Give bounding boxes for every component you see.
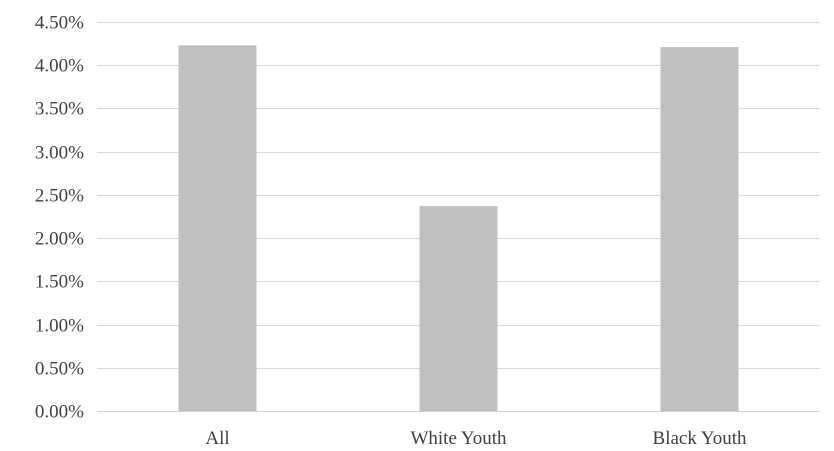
- y-tick-label: 0.50%: [35, 359, 84, 380]
- x-category-label: White Youth: [410, 428, 507, 449]
- y-tick-label: 0.00%: [35, 402, 84, 423]
- y-tick-label: 4.00%: [35, 56, 84, 77]
- x-category-label: All: [205, 428, 229, 449]
- bar-all: [178, 45, 257, 412]
- y-tick-label: 4.50%: [35, 13, 84, 34]
- y-tick-label: 3.00%: [35, 143, 84, 164]
- y-axis-tick-labels: 0.00% 0.50% 1.00% 1.50% 2.00% 2.50% 3.00% 3.50%…: [35, 13, 84, 423]
- x-category-label: Black Youth: [653, 428, 747, 449]
- bar-black-youth: [660, 47, 739, 411]
- y-tick-label: 2.00%: [35, 229, 84, 250]
- bars: [178, 45, 739, 412]
- y-tick-label: 3.50%: [35, 99, 84, 120]
- y-tick-label: 1.00%: [35, 316, 84, 337]
- y-tick-label: 1.50%: [35, 272, 84, 293]
- x-axis-category-labels: All White Youth Black Youth: [205, 428, 747, 449]
- y-tick-label: 2.50%: [35, 186, 84, 207]
- bar-white-youth: [419, 206, 498, 411]
